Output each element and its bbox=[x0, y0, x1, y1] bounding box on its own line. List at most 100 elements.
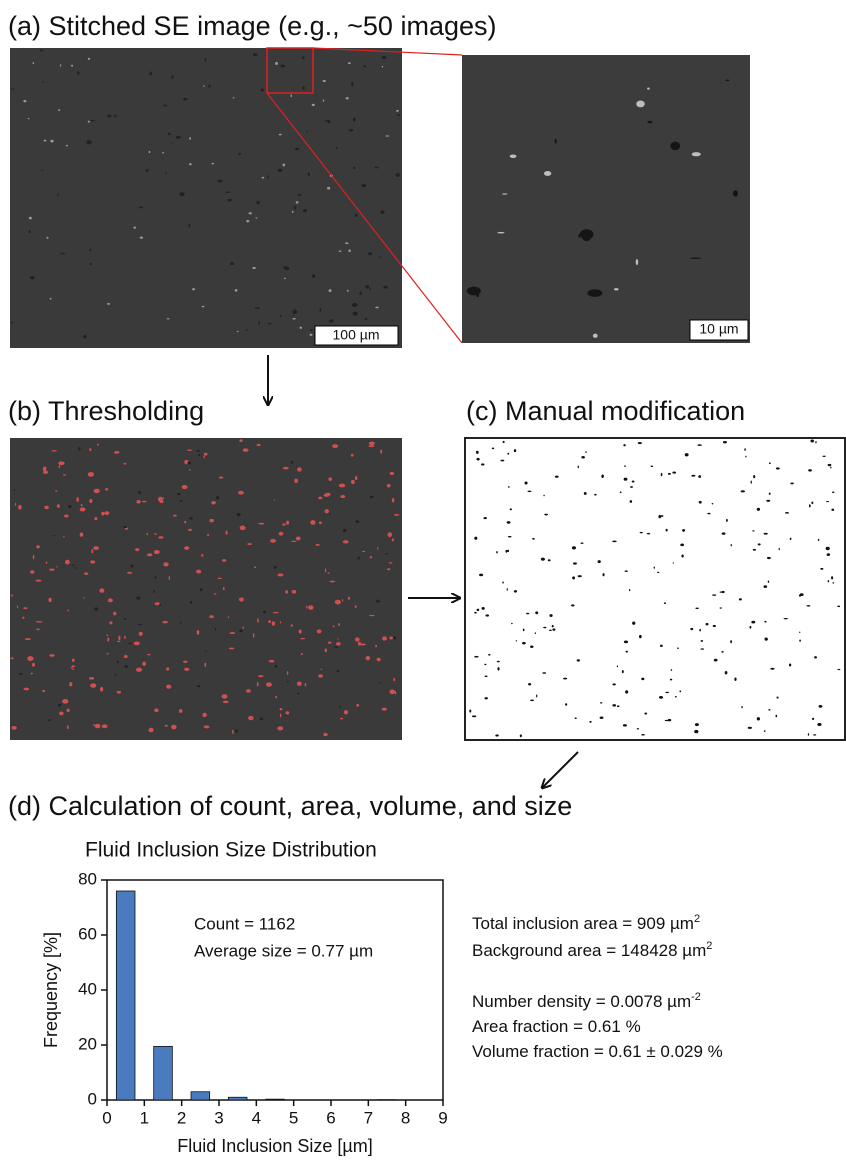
x-tick-label: 5 bbox=[289, 1108, 298, 1127]
spot bbox=[74, 567, 77, 569]
spot bbox=[776, 696, 779, 699]
spot bbox=[79, 507, 86, 512]
spot bbox=[302, 56, 305, 60]
spot bbox=[60, 252, 66, 255]
spot bbox=[247, 543, 252, 545]
spot bbox=[601, 474, 604, 478]
spot bbox=[507, 452, 510, 455]
spot bbox=[395, 173, 400, 177]
spot bbox=[297, 193, 302, 196]
spot bbox=[497, 231, 505, 234]
spot bbox=[232, 97, 235, 99]
spot bbox=[768, 709, 771, 711]
spot bbox=[58, 461, 65, 466]
spot bbox=[814, 656, 817, 659]
spot bbox=[388, 562, 393, 564]
spot bbox=[157, 496, 163, 502]
spot bbox=[524, 481, 528, 485]
spot bbox=[585, 451, 587, 453]
spot bbox=[315, 543, 320, 546]
spot bbox=[109, 621, 113, 625]
spot bbox=[711, 502, 714, 505]
spot bbox=[466, 286, 481, 296]
spot bbox=[43, 470, 49, 475]
spot bbox=[23, 607, 28, 610]
spot bbox=[79, 532, 84, 537]
spot bbox=[69, 682, 73, 687]
spot bbox=[28, 230, 31, 234]
spot bbox=[94, 607, 99, 611]
spot bbox=[99, 686, 104, 692]
spot bbox=[107, 114, 112, 118]
spot bbox=[630, 486, 634, 488]
spot bbox=[347, 62, 351, 65]
spot bbox=[580, 542, 584, 544]
spot bbox=[294, 478, 298, 483]
spot bbox=[831, 508, 835, 511]
spot bbox=[293, 205, 297, 210]
statistic-text: Background area = 148428 µm bbox=[472, 941, 706, 960]
spot bbox=[788, 663, 792, 667]
spot bbox=[324, 568, 327, 573]
spot bbox=[348, 128, 354, 132]
spot bbox=[574, 717, 577, 719]
spot bbox=[663, 602, 667, 604]
spot bbox=[790, 482, 794, 485]
spot bbox=[49, 568, 55, 571]
spot bbox=[474, 611, 477, 614]
spot bbox=[163, 562, 169, 567]
spot bbox=[139, 236, 144, 239]
spot bbox=[46, 236, 49, 239]
spot bbox=[484, 663, 487, 666]
spot bbox=[469, 709, 472, 713]
spot bbox=[527, 490, 532, 493]
spot bbox=[677, 647, 679, 649]
spot bbox=[672, 471, 677, 474]
spot bbox=[291, 589, 297, 594]
spot bbox=[56, 566, 58, 568]
spot bbox=[282, 523, 286, 526]
spot bbox=[351, 82, 354, 87]
spot bbox=[292, 309, 298, 314]
spot bbox=[389, 471, 395, 476]
image-bg bbox=[464, 437, 846, 741]
spot bbox=[277, 168, 283, 173]
spot bbox=[70, 64, 74, 67]
spot bbox=[547, 559, 551, 562]
spot bbox=[278, 531, 284, 536]
spot bbox=[90, 683, 97, 688]
spot bbox=[268, 322, 272, 325]
spot bbox=[635, 258, 639, 266]
spot bbox=[613, 288, 619, 291]
spot bbox=[832, 582, 835, 584]
spot bbox=[41, 169, 44, 172]
spot bbox=[246, 689, 251, 693]
spot bbox=[368, 441, 375, 446]
spot bbox=[342, 528, 347, 533]
spot bbox=[153, 589, 156, 593]
spot bbox=[179, 500, 183, 502]
spot bbox=[245, 329, 248, 331]
spot bbox=[749, 625, 752, 629]
spot bbox=[318, 496, 323, 500]
statistic-text: Area fraction = 0.61 % bbox=[472, 1017, 641, 1036]
spot bbox=[158, 536, 164, 539]
spot bbox=[101, 511, 105, 516]
spot bbox=[670, 669, 673, 671]
spot bbox=[336, 670, 340, 673]
spot bbox=[229, 632, 236, 634]
spot bbox=[476, 608, 480, 612]
spot bbox=[689, 257, 702, 259]
spot bbox=[268, 620, 272, 623]
spot bbox=[612, 683, 616, 686]
spot bbox=[690, 627, 694, 631]
spot bbox=[826, 500, 830, 503]
spot bbox=[171, 142, 174, 144]
scale-bar-label: 10 µm bbox=[699, 321, 738, 337]
spot bbox=[27, 117, 30, 120]
spot bbox=[154, 708, 159, 713]
x-tick-label: 7 bbox=[364, 1108, 373, 1127]
statistic: Total inclusion area = 909 µm2 bbox=[472, 913, 700, 934]
spot bbox=[196, 569, 202, 574]
panel-title: (a) Stitched SE image (e.g., ~50 images) bbox=[8, 11, 496, 41]
